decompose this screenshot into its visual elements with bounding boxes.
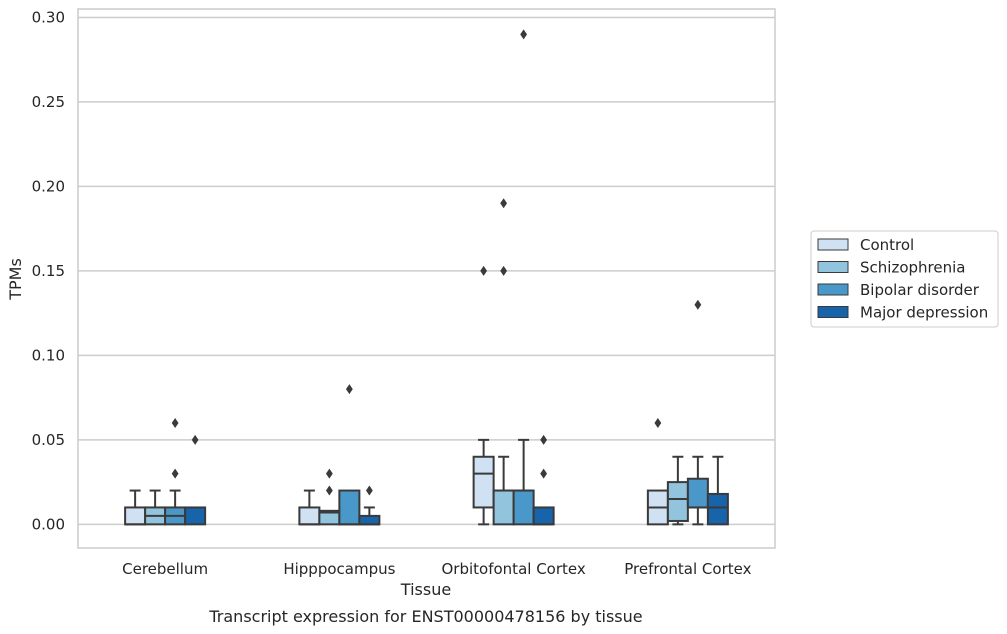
legend-label: Control (860, 236, 914, 254)
box (472, 265, 495, 526)
y-axis-ticks: 0.00 0.05 0.10 0.15 0.20 0.25 0.30 (32, 8, 65, 533)
box-body (532, 506, 555, 526)
x-tick-label: Orbitofontal Cortex (442, 560, 586, 578)
box-body (338, 489, 361, 526)
outlier-point (694, 299, 702, 310)
box (144, 489, 167, 526)
box-body (512, 489, 535, 526)
box (686, 299, 709, 526)
outlier-point (500, 265, 508, 276)
box-body (492, 489, 515, 526)
plot-frame (77, 8, 776, 549)
outlier-point (500, 198, 508, 209)
box (706, 455, 729, 526)
legend: Control Schizophrenia Bipolar disorder Majo… (810, 230, 999, 328)
legend-label: Bipolar disorder (860, 281, 980, 299)
outlier-point (480, 265, 488, 276)
box (532, 434, 555, 526)
box-body (298, 506, 321, 526)
y-tick-label: 0.05 (32, 431, 65, 449)
x-axis-ticks: Cerebellum Hipppocampus Orbitofontal Corte… (122, 560, 751, 578)
outlier-point (654, 417, 662, 428)
box-body (706, 492, 729, 526)
box (646, 417, 669, 526)
y-axis-title: TPMs (6, 258, 25, 301)
box (318, 468, 341, 526)
y-tick-label: 0.20 (32, 177, 65, 195)
box (338, 384, 361, 526)
y-tick-label: 0.15 (32, 262, 65, 280)
legend-swatch (817, 238, 849, 251)
box-body (184, 506, 207, 526)
legend-swatch (817, 306, 849, 318)
y-tick-label: 0.10 (32, 346, 65, 364)
legend-items: Control Schizophrenia Bipolar disorder Majo… (817, 236, 988, 322)
legend-swatch (817, 283, 849, 296)
outlier-point (171, 468, 179, 479)
box-body (666, 481, 689, 522)
box (124, 489, 147, 526)
x-tick-label: Cerebellum (122, 560, 208, 578)
x-tick-label: Prefrontal Cortex (624, 560, 751, 578)
series-bipolar-disorder (164, 29, 709, 526)
box-body (358, 514, 381, 526)
outlier-point (325, 468, 333, 479)
series-major-depression (184, 434, 729, 526)
y-tick-label: 0.00 (32, 515, 65, 533)
legend-frame (810, 230, 999, 328)
box (164, 417, 187, 526)
outlier-point (191, 434, 199, 445)
box-series-group (124, 29, 729, 526)
outlier-point (325, 485, 333, 496)
x-axis-title: Tissue (400, 580, 451, 599)
gridlines (78, 16, 775, 526)
outlier-point (540, 468, 548, 479)
outlier-point (365, 485, 373, 496)
legend-swatch (817, 261, 849, 273)
outlier-point (345, 384, 353, 395)
outlier-point (520, 29, 528, 40)
box (666, 455, 689, 526)
box (184, 434, 207, 526)
x-tick-label: Hipppocampus (283, 560, 395, 578)
box (358, 485, 381, 526)
box (512, 29, 535, 526)
box-body (472, 455, 495, 509)
outlier-point (540, 434, 548, 445)
box-body (686, 477, 709, 509)
y-tick-label: 0.30 (32, 8, 65, 26)
series-control (124, 265, 669, 526)
y-tick-label: 0.25 (32, 93, 65, 111)
box (298, 489, 321, 526)
outlier-point (171, 417, 179, 428)
legend-label: Major depression (860, 304, 988, 322)
box-body (124, 506, 147, 526)
chart-caption: Transcript expression for ENST0000047815… (208, 607, 642, 626)
legend-label: Schizophrenia (860, 259, 965, 277)
box (492, 198, 515, 526)
series-schizophrenia (144, 198, 689, 526)
